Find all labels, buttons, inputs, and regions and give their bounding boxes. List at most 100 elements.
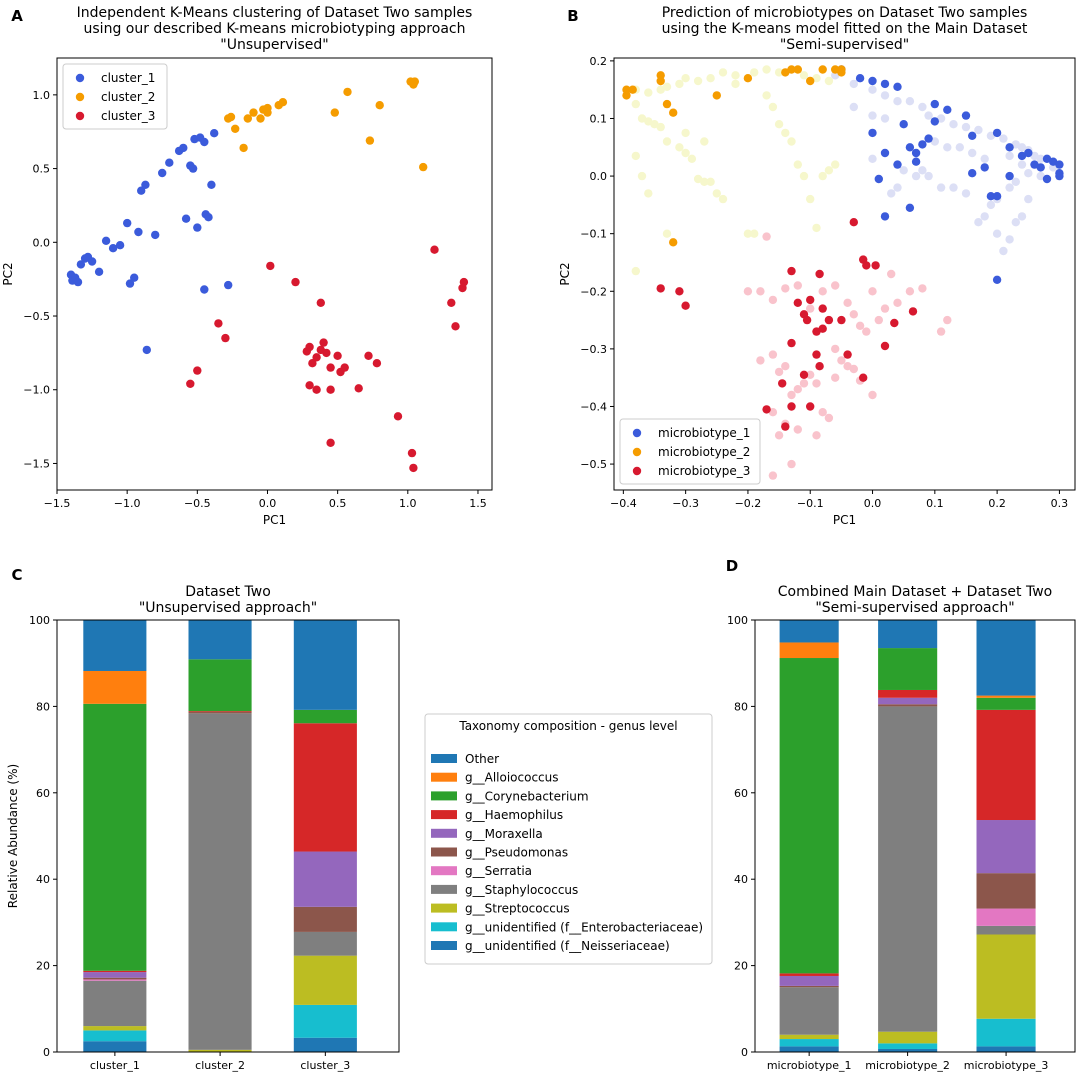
scatter-point: [662, 229, 672, 238]
scatter-point: [793, 160, 802, 169]
y-tick-label: −0.4: [580, 400, 607, 413]
legend: cluster_1 cluster_2 cluster_3: [62, 63, 168, 130]
scatter-point: [799, 379, 809, 388]
scatter-point: [768, 102, 778, 112]
chart-title-line: Combined Main Dataset + Dataset Two: [778, 584, 1052, 600]
scatter-point: [333, 351, 342, 360]
y-tick-label: 0: [741, 1046, 748, 1059]
y-tick-label: −0.5: [23, 310, 50, 323]
scatter-point: [992, 192, 1002, 201]
chart-title-line: using the K-means model fitted on the Ma…: [662, 21, 1028, 37]
scatter-point: [291, 277, 300, 287]
scatter-point: [874, 315, 883, 325]
scatter-point: [999, 134, 1008, 143]
scatter-point: [930, 99, 939, 109]
scatter-point: [974, 218, 983, 227]
scatter-point: [787, 266, 796, 276]
scatter-point: [949, 120, 958, 129]
y-tick-label: 40: [36, 873, 50, 886]
scatter-point: [768, 408, 778, 417]
scatter-point: [637, 114, 647, 123]
x-tick-label: 0.5: [329, 497, 347, 510]
scatter-point: [675, 143, 684, 152]
scatter-point: [961, 111, 971, 120]
scatter-point: [980, 212, 989, 221]
bar-segment: [779, 1046, 839, 1052]
legend-marker: [75, 73, 85, 83]
scatter-point: [781, 422, 790, 431]
scatter-point: [874, 174, 883, 184]
scatter-point: [330, 108, 339, 117]
legend-label: g__Haemophilus: [465, 808, 563, 822]
scatter-point: [968, 148, 977, 158]
scatter-point: [812, 74, 821, 83]
scatter-point: [165, 158, 174, 167]
scatter-point: [94, 267, 104, 276]
y-tick-label: −1.0: [23, 384, 50, 397]
scatter-point: [793, 65, 802, 74]
scatter-point: [781, 362, 790, 371]
scatter-point: [226, 112, 236, 122]
scatter-point: [787, 338, 796, 348]
y-axis-label: PC2: [558, 262, 572, 285]
scatter-point: [731, 79, 740, 89]
scatter-point: [409, 463, 418, 473]
bar-segment: [976, 908, 1036, 926]
scatter-point: [793, 385, 802, 394]
scatter-point: [812, 350, 821, 359]
bar-segment: [779, 642, 839, 659]
scatter-point: [824, 76, 834, 86]
y-tick-label: 0.5: [33, 163, 51, 176]
bar-segment: [976, 934, 1036, 1019]
scatter-point: [774, 431, 784, 440]
x-tick-label: 0.2: [988, 497, 1006, 510]
y-tick-label: 100: [727, 614, 748, 627]
scatter-point: [365, 136, 375, 145]
scatter-point: [893, 298, 902, 307]
scatter-point: [186, 379, 195, 388]
y-tick-label: 0.0: [33, 236, 51, 249]
scatter-point: [799, 370, 809, 379]
scatter-point: [781, 284, 790, 293]
bar-segment: [976, 620, 1036, 696]
legend-title: Taxonomy composition - genus level: [458, 719, 677, 733]
scatter-point: [326, 438, 335, 447]
scatter-point: [905, 143, 915, 152]
scatter-point: [818, 287, 827, 296]
scatter-point: [849, 79, 858, 89]
bar-segment: [83, 1041, 147, 1052]
scatter-point: [319, 338, 328, 347]
bar-panel-d: Combined Main Dataset + Dataset Two"Semi…: [727, 584, 1052, 1072]
bar-segment: [293, 709, 357, 724]
scatter-point: [681, 148, 690, 158]
bar-segment: [976, 697, 1036, 710]
scatter-point: [924, 134, 933, 143]
scatter-point: [1005, 151, 1014, 161]
bar-segment: [83, 670, 147, 704]
scatter-point: [905, 287, 915, 296]
bar-segment: [779, 975, 839, 986]
scatter-point: [1024, 169, 1033, 178]
scatter-point: [887, 189, 896, 198]
bar-segment: [83, 1026, 147, 1031]
scatter-point: [924, 111, 933, 120]
bar-segment: [83, 1030, 147, 1042]
scatter-point: [893, 97, 902, 106]
bar-segment: [188, 711, 252, 713]
legend-marker: [632, 447, 642, 457]
bar-segment: [878, 620, 938, 649]
bar-segment: [779, 620, 839, 643]
scatter-point: [631, 151, 640, 161]
bar-segment: [779, 1034, 839, 1040]
bar-segment: [976, 873, 1036, 909]
scatter-point: [890, 318, 899, 328]
legend-swatch: [431, 828, 457, 838]
scatter-point: [1005, 143, 1014, 152]
chart-title-line: using our described K-means microbiotypi…: [84, 21, 466, 37]
scatter-point: [818, 65, 827, 74]
scatter-point: [943, 105, 952, 115]
scatter-point: [887, 269, 896, 279]
scatter-point: [799, 171, 809, 181]
scatter-point: [76, 260, 86, 269]
